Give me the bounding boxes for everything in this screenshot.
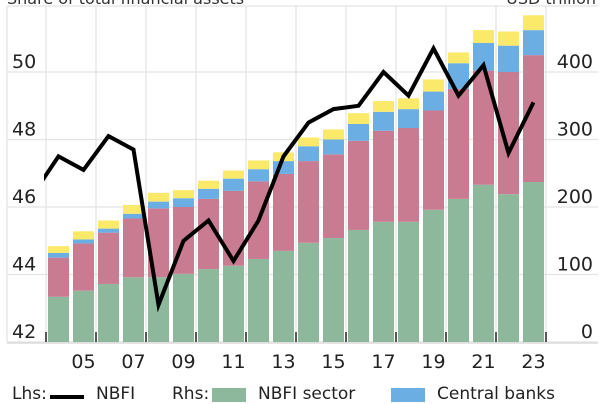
- bar-central-banks-06: [98, 229, 119, 233]
- legend-entry-nbfi-sector: NBFI sector: [258, 384, 355, 404]
- bar-segment-06: [98, 221, 119, 229]
- bar-central-banks-07: [123, 214, 144, 219]
- bar-segment-11: [223, 191, 244, 266]
- bar-nbfi-sector-20: [448, 199, 469, 342]
- bar-central-banks-23: [523, 30, 544, 55]
- x-tick-label: 21: [471, 351, 495, 373]
- x-tick-label: 13: [271, 351, 295, 373]
- bar-central-banks-16: [348, 124, 369, 141]
- bar-segment-16: [348, 141, 369, 230]
- legend-entry-nbfi: NBFI: [96, 384, 135, 404]
- bar-segment-04: [48, 246, 69, 253]
- bar-segment-15: [323, 129, 344, 139]
- bar-central-banks-22: [498, 46, 519, 72]
- bar-nbfi-sector-06: [98, 284, 119, 342]
- legend-line-swatch: [50, 395, 84, 399]
- rhs-tick-label: 400: [557, 51, 593, 73]
- x-tick-label: 11: [221, 351, 245, 373]
- bar-segment-17: [373, 101, 394, 112]
- bar-nbfi-sector-23: [523, 182, 544, 342]
- bar-segment-17: [373, 131, 394, 222]
- legend-entry-central-banks: Central banks: [437, 384, 555, 404]
- bar-segment-22: [498, 32, 519, 46]
- bar-segment-15: [323, 154, 344, 238]
- bar-central-banks-15: [323, 140, 344, 155]
- bar-segment-13: [273, 174, 294, 251]
- bar-central-banks-10: [198, 189, 219, 199]
- x-tick-label: 23: [521, 351, 545, 373]
- legend-rhs-label: Rhs:: [172, 384, 209, 404]
- bar-segment-21: [473, 30, 494, 43]
- bar-segment-11: [223, 171, 244, 179]
- bar-segment-14: [298, 137, 319, 146]
- bar-central-banks-12: [248, 169, 269, 181]
- bar-segment-12: [248, 160, 269, 169]
- x-tick-label: 15: [321, 351, 345, 373]
- bar-nbfi-sector-22: [498, 194, 519, 342]
- bar-segment-19: [423, 79, 444, 91]
- bar-nbfi-sector-12: [248, 259, 269, 342]
- x-tick-label: 05: [71, 351, 95, 373]
- bar-nbfi-sector-17: [373, 222, 394, 342]
- lhs-tick-label: 44: [12, 254, 36, 276]
- x-tick-label: 07: [121, 351, 145, 373]
- bar-segment-04: [48, 258, 69, 297]
- bar-nbfi-sector-16: [348, 230, 369, 342]
- bar-segment-14: [298, 161, 319, 243]
- rhs-tick-label: 200: [557, 186, 593, 208]
- lhs-tick-label: 48: [12, 119, 36, 141]
- lhs-tick-label: 46: [12, 186, 36, 208]
- bar-segment-09: [173, 190, 194, 198]
- x-tick-label: 17: [371, 351, 395, 373]
- bar-central-banks-11: [223, 179, 244, 191]
- bar-nbfi-sector-19: [423, 210, 444, 342]
- bar-central-banks-18: [398, 109, 419, 128]
- bar-nbfi-sector-14: [298, 243, 319, 342]
- lhs-tick-label: 42: [12, 321, 36, 343]
- rhs-tick-label: 300: [557, 119, 593, 141]
- bar-central-banks-17: [373, 112, 394, 131]
- bar-segment-20: [448, 52, 469, 63]
- bar-nbfi-sector-21: [473, 185, 494, 342]
- bar-segment-16: [348, 113, 369, 124]
- bar-nbfi-sector-09: [173, 274, 194, 342]
- bar-segment-23: [523, 15, 544, 30]
- rhs-tick-label: 0: [581, 321, 593, 343]
- bar-segment-07: [123, 218, 144, 277]
- bar-nbfi-sector-07: [123, 277, 144, 342]
- bar-nbfi-sector-05: [73, 291, 94, 342]
- lhs-tick-label: 50: [12, 51, 36, 73]
- bar-nbfi-sector-18: [398, 222, 419, 342]
- bar-nbfi-sector-15: [323, 238, 344, 342]
- rhs-tick-label: 100: [557, 254, 593, 276]
- bar-segment-08: [148, 193, 169, 202]
- bar-nbfi-sector-13: [273, 251, 294, 342]
- bar-segment-20: [448, 89, 469, 199]
- bar-central-banks-09: [173, 198, 194, 207]
- x-ticks: [46, 332, 546, 342]
- bar-nbfi-sector-11: [223, 266, 244, 342]
- bar-segment-10: [198, 181, 219, 189]
- x-tick-label: 09: [171, 351, 195, 373]
- bar-segment-18: [398, 98, 419, 109]
- bar-segment-18: [398, 128, 419, 222]
- bar-central-banks-19: [423, 92, 444, 111]
- legend-lhs-label: Lhs:: [12, 384, 47, 404]
- bar-central-banks-05: [73, 239, 94, 243]
- bar-segment-05: [73, 243, 94, 290]
- bar-central-banks-08: [148, 202, 169, 209]
- bar-nbfi-sector-04: [48, 297, 69, 342]
- bar-segment-06: [98, 233, 119, 284]
- x-tick-label: 19: [421, 351, 445, 373]
- bar-nbfi-sector-10: [198, 269, 219, 342]
- bar-central-banks-14: [298, 146, 319, 161]
- bar-segment-05: [73, 231, 94, 239]
- bar-central-banks-04: [48, 253, 69, 258]
- bar-segment-19: [423, 110, 444, 209]
